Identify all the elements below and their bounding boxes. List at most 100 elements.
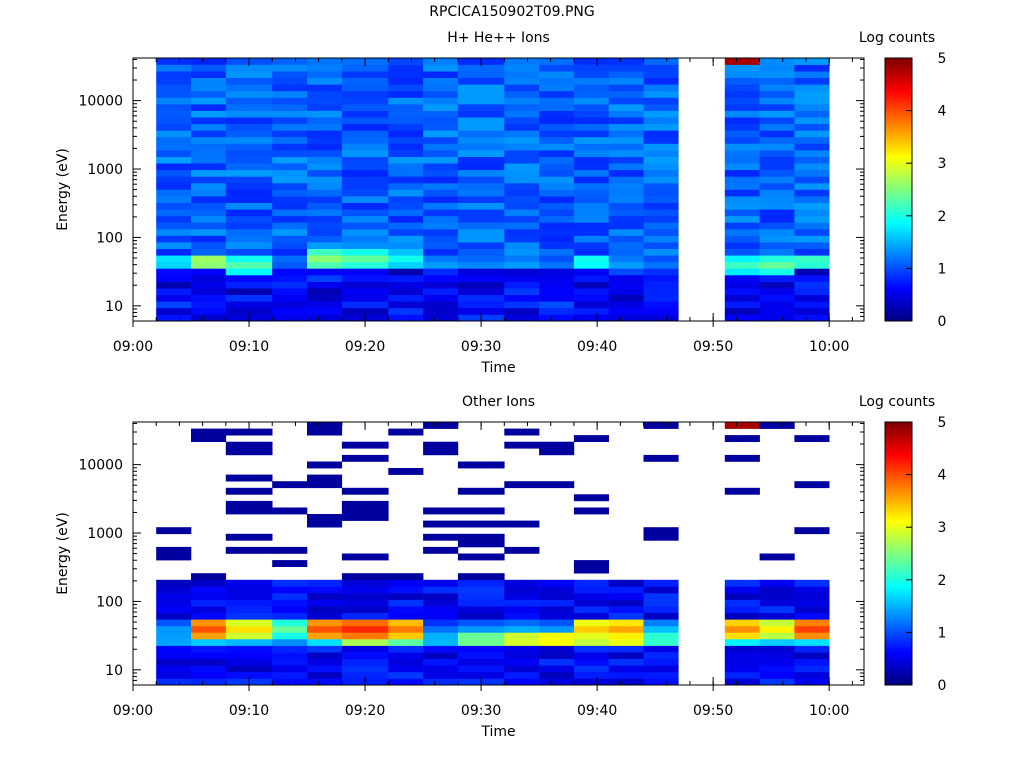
heatmap-cell: [191, 189, 227, 197]
heatmap-cell: [759, 97, 795, 105]
heatmap-cell: [724, 77, 760, 85]
heatmap-cell: [156, 671, 192, 679]
colorbar-segment: [885, 521, 912, 525]
heatmap-cell: [191, 593, 227, 600]
heatmap-cell: [388, 77, 424, 85]
heatmap-cell: [724, 586, 760, 594]
heatmap-cell: [573, 307, 609, 315]
heatmap-cell: [191, 235, 227, 243]
heatmap-cell: [539, 228, 575, 236]
heatmap-cell: [724, 136, 760, 144]
colorbar-2: [885, 422, 912, 686]
heatmap-cell: [539, 586, 575, 594]
heatmap-cell: [759, 288, 795, 295]
heatmap-cell: [573, 123, 609, 131]
colorbar-segment: [885, 63, 912, 67]
heatmap-cell: [573, 77, 609, 85]
colorbar-segment: [885, 679, 912, 683]
heatmap-cell: [423, 586, 459, 594]
heatmap-cell: [457, 97, 505, 105]
heatmap-cell: [388, 294, 424, 302]
colorbar-segment: [885, 286, 912, 290]
heatmap-cell: [388, 625, 424, 633]
colorbar-segment: [885, 485, 912, 489]
heatmap-cell: [272, 104, 308, 111]
heatmap-cell: [156, 123, 192, 131]
heatmap-cell: [388, 163, 424, 171]
heatmap-cell: [156, 248, 192, 256]
heatmap-cell: [191, 665, 227, 673]
colorbar-segment: [885, 165, 912, 169]
heatmap-cell: [573, 435, 609, 442]
heatmap-cell: [225, 546, 273, 554]
heatmap-cell: [724, 222, 760, 230]
heatmap-cell: [156, 143, 192, 151]
heatmap-cell: [191, 222, 227, 230]
colorbar-segment: [885, 152, 912, 156]
heatmap-cell: [539, 104, 575, 111]
colorbar-segment: [885, 524, 912, 528]
x-tick-label: 09:50: [693, 339, 733, 355]
heatmap-cell: [341, 163, 389, 171]
heatmap-cell: [539, 639, 575, 646]
heatmap-cell: [724, 307, 760, 315]
colorbar-segment: [885, 121, 912, 125]
x-axis-label: Time: [480, 360, 515, 376]
heatmap-cell: [225, 612, 273, 620]
heatmap-cell: [504, 652, 540, 659]
heatmap-cell: [759, 189, 795, 197]
heatmap-cell: [794, 202, 830, 210]
heatmap-cell: [724, 235, 760, 243]
colorbar-segment: [885, 487, 912, 491]
heatmap-cell: [573, 665, 609, 673]
heatmap-cell: [539, 222, 575, 230]
heatmap-cell: [573, 104, 609, 111]
heatmap-cell: [307, 189, 343, 197]
heatmap-cell: [759, 136, 795, 144]
heatmap-cell: [388, 196, 424, 203]
colorbar-segment: [885, 297, 912, 301]
heatmap-cell: [225, 228, 273, 236]
heatmap-cell: [608, 77, 644, 85]
colorbar-segment: [885, 58, 912, 62]
heatmap-cell: [794, 104, 830, 111]
heatmap-cell: [539, 71, 575, 78]
colorbar-segment: [885, 160, 912, 164]
colorbar-segment: [885, 307, 912, 311]
heatmap-cell: [307, 163, 343, 171]
heatmap-cell: [457, 593, 505, 600]
heatmap-cell: [156, 606, 192, 613]
heatmap-cell: [759, 294, 795, 302]
heatmap-cell: [759, 658, 795, 666]
heatmap-cell: [272, 117, 308, 125]
heatmap-cell: [539, 136, 575, 144]
colorbar-segment: [885, 598, 912, 602]
heatmap-cell: [794, 136, 830, 144]
colorbar-segment: [885, 621, 912, 625]
heatmap-cell: [225, 71, 273, 78]
heatmap-cell: [573, 652, 609, 659]
colorbar-segment: [885, 223, 912, 227]
heatmap-cell: [457, 520, 505, 528]
heatmap-cell: [191, 632, 227, 640]
heatmap-cell: [225, 579, 273, 587]
colorbar-segment: [885, 548, 912, 552]
heatmap-cell: [504, 123, 540, 131]
heatmap-cell: [457, 169, 505, 177]
heatmap-cell: [759, 665, 795, 673]
heatmap-cell: [794, 625, 830, 633]
heatmap-cell: [457, 242, 505, 249]
heatmap-cell: [794, 156, 830, 164]
heatmap-cell: [225, 110, 273, 118]
x-tick-label: 10:00: [809, 703, 849, 719]
heatmap-cell: [539, 169, 575, 177]
heatmap-cell: [457, 579, 505, 587]
colorbar-frame: [884, 57, 913, 322]
heatmap-cell: [457, 301, 505, 309]
heatmap-cell: [794, 658, 830, 666]
heatmap-cell: [608, 123, 644, 131]
heatmap-cell: [457, 90, 505, 98]
heatmap-cell: [504, 599, 540, 607]
heatmap-cell: [341, 242, 389, 249]
colorbar-segment: [885, 635, 912, 639]
